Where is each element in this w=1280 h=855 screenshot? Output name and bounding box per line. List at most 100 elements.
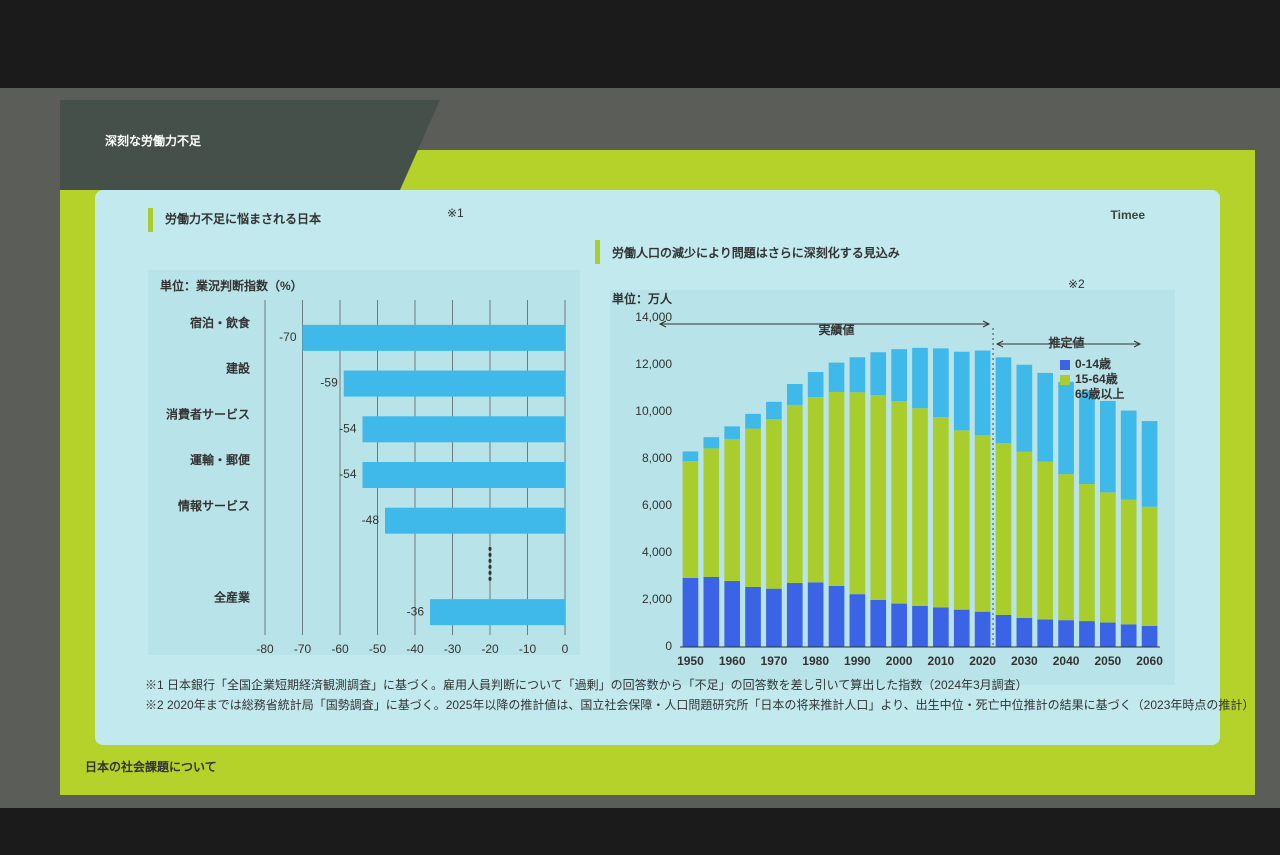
value-label: -70 [279,330,297,344]
bar-segment [974,435,991,612]
x-tick-label: 2020 [969,654,996,668]
bar-segment [1037,461,1054,620]
bar-segment [1100,492,1116,623]
legend-label: 0-14歳 [1075,356,1111,371]
bar-segment [1058,474,1074,621]
bar-segment [745,428,761,588]
bar-segment [807,582,824,647]
x-tick-label: -20 [481,642,499,656]
bar-segment [891,400,907,604]
bar-segment [724,426,740,439]
bar-segment [912,408,928,606]
bar-segment [682,577,699,647]
bar-segment [1037,372,1054,462]
value-label: -54 [339,467,357,481]
x-tick-label: 1990 [844,654,871,668]
bar-segment [953,351,970,431]
bar-segment [682,461,699,578]
bar-segment [933,607,949,647]
bar [385,507,565,534]
title-marker [595,240,600,264]
x-tick-label: -60 [331,642,349,656]
bar-segment [828,362,845,392]
legend-swatch [1060,375,1070,385]
bar-segment [870,395,887,600]
x-tick-label: 2060 [1136,654,1163,668]
brand: Timee [1111,208,1146,222]
footer: 日本の社会課題について [85,759,217,774]
bar [343,370,565,397]
bar-segment [1141,626,1158,647]
footnote: ※1 日本銀行「全国企業短期経済観測調査」に基づく。雇用人員判断について「過剰」… [145,677,1028,692]
x-tick-label: 1950 [677,654,704,668]
bar-segment [912,605,928,647]
y-tick-label: 14,000 [635,310,672,324]
bar-segment [703,437,720,449]
category-label: 情報サービス [178,498,250,513]
x-tick-label: 1970 [761,654,788,668]
x-tick-label: 2000 [886,654,913,668]
bar-segment [1079,621,1095,647]
bar-segment [933,417,949,608]
category-label: 全産業 [213,589,251,604]
value-label: -54 [339,421,357,435]
bar-segment [1037,619,1054,647]
bar-segment [1141,421,1158,507]
bar-segment [703,576,720,647]
bar-segment [953,609,970,647]
arrow-head [982,320,991,328]
chart-title: 労働人口の減少により問題はさらに深刻化する見込み [612,245,900,260]
bar-segment [1120,624,1137,647]
arrow-head [658,320,667,328]
bar [302,324,565,351]
bar-segment [933,348,949,418]
bar-segment [891,603,907,647]
bar-segment [1016,617,1033,647]
x-tick-label: -10 [519,642,537,656]
annotation: 実績値 [819,322,855,337]
x-tick-label: 1980 [802,654,829,668]
bar-segment [1079,484,1095,622]
bar-segment [1079,391,1095,485]
x-tick-label: 0 [562,642,569,656]
bar-segment [849,594,866,647]
y-tick-label: 12,000 [635,357,672,371]
bar-segment [1141,506,1158,627]
category-label: 消費者サービス [166,406,250,421]
bar-segment [745,413,761,429]
category-label: 宿泊・飲食 [190,315,251,330]
legend-swatch [1060,390,1070,400]
y-tick-label: 6,000 [642,498,672,512]
x-tick-label: -70 [294,642,312,656]
title-note: ※1 [447,206,464,220]
title-tab [60,100,440,190]
y-tick-label: 10,000 [635,404,672,418]
bar-segment [1100,400,1116,493]
bar-segment [849,357,866,393]
bar-segment [1058,381,1074,475]
bar-segment [766,419,782,589]
x-tick-label: -40 [406,642,424,656]
title-note: ※2 [1068,277,1085,291]
x-tick-label: -30 [444,642,462,656]
arrow-head [1133,340,1142,348]
bar-segment [745,587,761,647]
bar-segment [703,448,720,577]
x-tick-label: 2010 [928,654,955,668]
unit-label: 単位：万人 [612,291,673,306]
bar [362,416,565,443]
y-tick-label: 4,000 [642,545,672,559]
bar-segment [849,392,866,595]
bar-segment [1100,622,1116,647]
value-label: -48 [362,513,380,527]
x-tick-label: -80 [256,642,274,656]
bar-segment [766,588,782,647]
bar-segment [807,372,824,398]
legend-label: 65歳以上 [1075,386,1124,401]
bar-segment [828,391,845,586]
value-label: -36 [407,604,425,618]
bar-segment [870,352,887,396]
bar-segment [786,583,803,647]
